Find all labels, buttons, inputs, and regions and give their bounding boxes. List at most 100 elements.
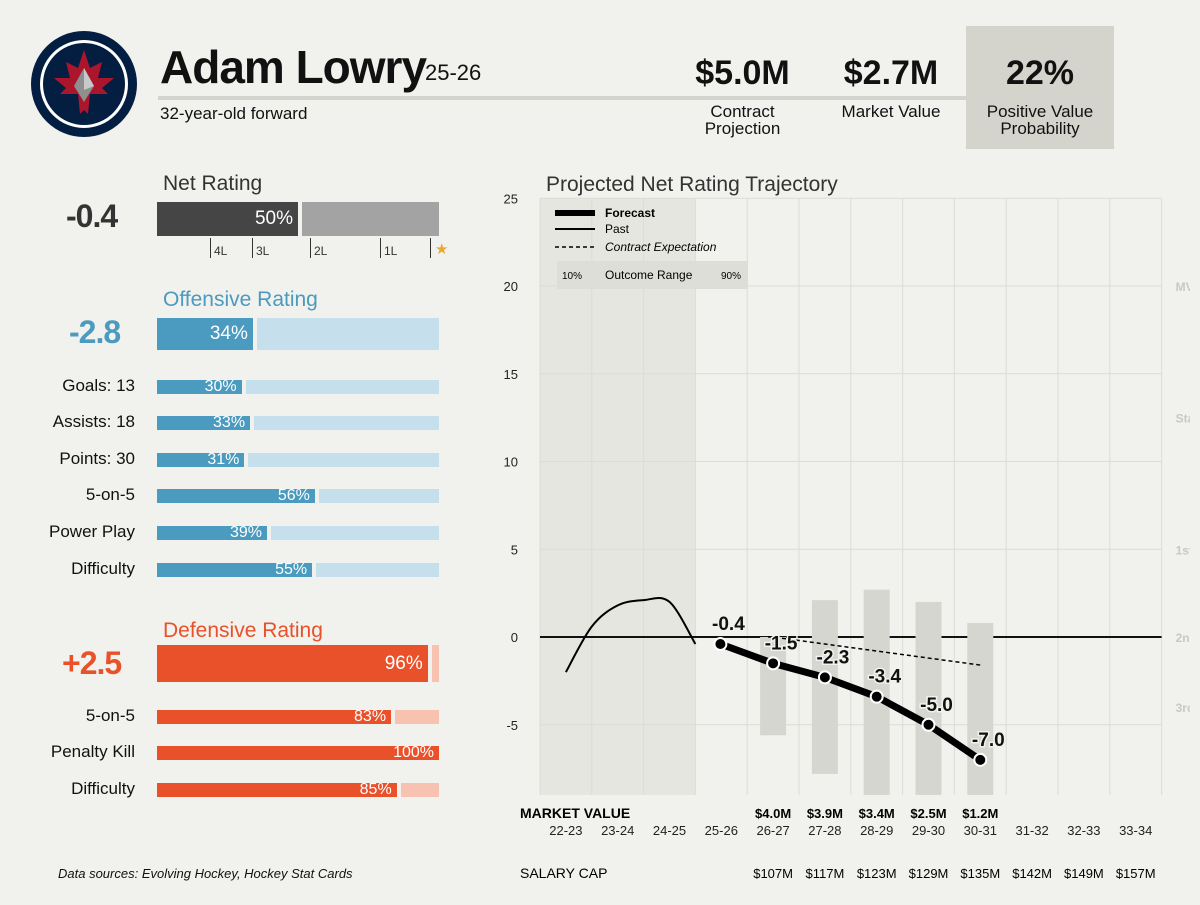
defensive-row-label: 5-on-5 [85,706,135,725]
offensive-row-bar-remainder [248,453,439,467]
offensive-row-label: Power Play [49,522,135,541]
defensive-row-percentile: 85% [359,781,392,798]
defensive-row-label: Penalty Kill [50,742,135,761]
net-rating-bar-remainder [302,202,439,236]
data-sources: Data sources: Evolving Hockey, Hockey St… [58,866,353,881]
defensive-rating-bar: 96% [157,645,439,682]
offensive-rating-bar: 34% [157,318,439,350]
outcome-range-bar [915,601,942,795]
defensive-row-bar: 85% [157,781,439,798]
y-tick-label: -5 [506,718,518,733]
offensive-row-percentile: 33% [213,414,246,431]
offensive-row-bar-remainder [245,380,439,394]
offensive-rating-percentile: 34% [209,323,248,344]
offensive-row-percentile: 39% [229,524,262,541]
offensive-row-label: Goals: 13 [62,376,135,395]
tier-label: 2nd Line [1176,631,1190,645]
x-tick-label: 29-30 [912,823,945,838]
team-logo-icon [31,31,137,137]
forecast-point [817,670,832,685]
positive-value-probability-value: 22% [1005,54,1075,92]
market-value-row-label: MARKET VALUE [520,805,630,821]
offensive-row-bar: 33% [157,414,439,431]
salary-cap-cell: $135M [960,866,1000,881]
season-label: 25-26 [425,60,482,85]
forecast-data-label: -1.5 [765,633,798,654]
forecast-point [766,656,781,671]
star-icon: ★ [435,241,449,258]
forecast-data-label: -2.3 [817,647,850,668]
offensive-row-bar-remainder [270,526,439,540]
defensive-row-bar-fill [157,783,397,797]
offensive-row-bar: 31% [157,451,439,468]
offensive-row-bar-remainder [318,489,439,503]
player-name: Adam Lowry [160,41,427,93]
x-tick-label: 24-25 [653,823,686,838]
legend-range-low: 10% [562,271,582,282]
y-tick-label: 25 [504,191,518,206]
forecast-point [921,717,936,732]
defensive-row-label: Difficulty [71,779,135,798]
defensive-row-bar-fill [157,710,392,724]
x-tick-label: 22-23 [549,823,582,838]
tier-tick-1l [380,238,381,258]
contract-projection-box: $5.0M Contract Projection [680,26,805,137]
past-band [540,198,696,795]
offensive-row-label: 5-on-5 [85,485,135,504]
offensive-row-label: Difficulty [71,559,135,578]
offensive-row-bar: 55% [157,561,439,578]
market-value-cell: $2.5M [910,806,946,821]
tier-label: MVP [1176,280,1190,294]
y-tick-label: 0 [511,630,518,645]
offensive-rating-value: -2.8 [69,314,121,350]
offensive-rating-title: Offensive Rating [163,288,318,311]
y-tick-label: 20 [504,279,518,294]
x-tick-label: 30-31 [964,823,997,838]
tier-tick-label: 1L [384,244,398,258]
defensive-row-bar: 83% [157,708,439,725]
tier-tick-4l [210,238,211,258]
salary-cap-cell: $123M [857,866,897,881]
salary-cap-cell: $129M [909,866,949,881]
salary-cap-cell: $117M [806,866,845,881]
tier-label: 3rd Line [1176,701,1190,715]
offensive-row-percentile: 55% [275,561,308,578]
x-tick-label: 28-29 [860,823,893,838]
contract-projection-value: $5.0M [695,54,790,92]
legend-past-label: Past [605,222,630,236]
defensive-rating-percentile: 96% [384,652,423,674]
x-tick-label: 26-27 [756,823,789,838]
market-value-cell: $4.0M [755,806,791,821]
defensive-row-bar: 100% [157,744,439,761]
tier-label: Star [1176,412,1190,426]
forecast-data-label: -0.4 [712,614,745,635]
offensive-row-percentile: 30% [204,378,237,395]
forecast-data-label: -7.0 [972,730,1005,751]
salary-cap-cell: $107M [753,866,793,881]
x-tick-label: 23-24 [601,823,634,838]
outcome-range-bar [811,600,838,774]
defensive-rating-title: Defensive Rating [163,619,323,642]
x-tick-label: 25-26 [705,823,738,838]
legend-range-high: 90% [721,271,741,282]
net-rating-title: Net Rating [163,172,263,195]
offensive-row-bar-fill [157,380,242,394]
header-divider [158,96,966,100]
market-value-value: $2.7M [843,54,939,92]
legend-range-swatch [557,261,748,289]
y-tick-label: 15 [504,367,518,382]
contract-expectation-line [768,636,981,666]
offensive-row-bar: 30% [157,378,439,395]
offensive-row-label: Assists: 18 [52,412,135,431]
defensive-row-percentile: 83% [354,708,387,725]
x-tick-label: 32-33 [1067,823,1100,838]
salary-cap-row-label: SALARY CAP [520,865,607,881]
net-rating-percentile: 50% [254,208,293,229]
defensive-row-bar-remainder [400,783,439,797]
forecast-data-label: -3.4 [868,667,901,688]
trajectory-chart: -5 0 5 10 15 20 25 MVP Star 1st Line 2nd Line 3rd L… [504,191,1190,881]
positive-value-probability-box: 22% Positive Value Probability [966,26,1114,149]
market-value-label: Market Value [841,102,941,121]
offensive-row-bar: 56% [157,487,439,504]
offensive-rating-bar-fill [157,318,253,350]
